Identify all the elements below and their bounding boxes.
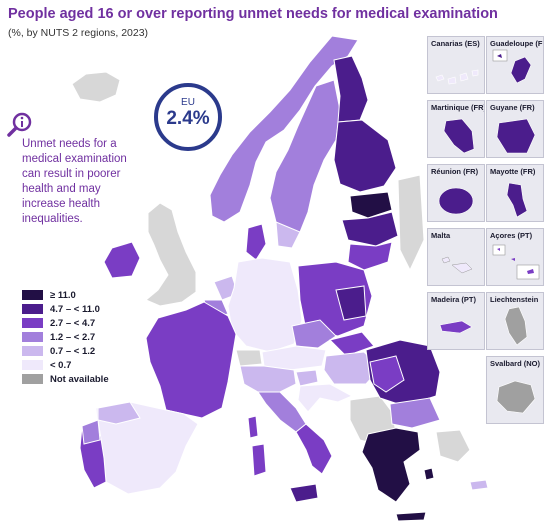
france-region <box>145 301 237 419</box>
legend-item: < 0.7 <box>22 359 109 371</box>
latvia-region <box>341 211 399 247</box>
bulgaria-region <box>389 397 441 429</box>
lithuania-region <box>347 241 393 271</box>
inset-map <box>492 49 532 84</box>
sweden-south-region <box>275 221 301 249</box>
spain-north-region <box>97 401 141 425</box>
iceland-region <box>71 71 121 103</box>
legend-label: 4.7 – < 11.0 <box>50 303 100 315</box>
legend-label: 0.7 – < 1.2 <box>50 345 96 357</box>
magnifier-info-icon <box>7 112 32 137</box>
inset-map <box>438 187 474 215</box>
italy-north-region <box>239 365 297 393</box>
czechia-region <box>291 319 337 349</box>
united-kingdom-region <box>145 202 197 307</box>
inset-label: Madeira (PT) <box>431 295 477 304</box>
norway-region <box>209 35 359 223</box>
eu-average-badge: EU 2.4% <box>154 83 222 151</box>
legend-item: 4.7 – < 11.0 <box>22 303 109 315</box>
inset-map <box>496 380 536 414</box>
sardinia-region <box>251 443 267 477</box>
legend-item: 1.2 – < 2.7 <box>22 331 109 343</box>
turkey-region <box>435 429 471 463</box>
inset-map <box>443 118 475 154</box>
inset-label: Réunion (FR) <box>431 167 479 176</box>
inset-canarias: Canarias (ES) <box>427 36 485 94</box>
inset-label: Malta <box>431 231 451 240</box>
inset-label: Martinique (FR) <box>431 103 485 112</box>
finland-south-region <box>333 119 397 193</box>
inset-map <box>439 320 473 334</box>
aegean-islands-region <box>423 467 435 481</box>
legend-label: ≥ 11.0 <box>50 289 76 301</box>
inset-acores: Açores (PT) <box>486 228 544 286</box>
inset-mayotte: Mayotte (FR) <box>486 164 544 222</box>
legend-swatch <box>22 346 43 356</box>
eu-badge-value: 2.4% <box>166 108 210 129</box>
inset-map <box>435 69 479 85</box>
hungary-region <box>323 351 381 385</box>
inset-map <box>441 256 473 274</box>
legend-item: ≥ 11.0 <box>22 289 109 301</box>
inset-label: Canarias (ES) <box>431 39 480 48</box>
legend-swatch <box>22 318 43 328</box>
cyprus-region <box>469 479 489 491</box>
inset-svalbard: Svalbard (NO) <box>486 356 544 424</box>
italy-south-region <box>295 423 333 475</box>
inset-label: Guadeloupe (FR) <box>490 39 543 48</box>
poland-east-region <box>335 285 367 321</box>
map-title: People aged 16 or over reporting unmet n… <box>8 6 498 22</box>
crete-region <box>395 511 427 522</box>
inset-map <box>492 244 540 280</box>
inset-label: Liechtenstein <box>490 295 539 304</box>
inset-reunion: Réunion (FR) <box>427 164 485 222</box>
legend-label: 2.7 – < 4.7 <box>50 317 96 329</box>
legend-item: Not available <box>22 373 109 385</box>
inset-guadeloupe: Guadeloupe (FR) <box>486 36 544 94</box>
slovenia-region <box>295 369 319 387</box>
denmark-region <box>245 223 267 261</box>
sicily-region <box>289 483 319 503</box>
map-subtitle: (%, by NUTS 2 regions, 2023) <box>8 27 149 39</box>
ireland-region <box>103 241 141 279</box>
info-note: Unmet needs for a medical examination ca… <box>22 138 127 225</box>
eu-badge-label: EU <box>181 97 195 108</box>
switzerland-region <box>235 349 263 367</box>
legend-item: 2.7 – < 4.7 <box>22 317 109 329</box>
inset-label: Açores (PT) <box>490 231 533 240</box>
legend-swatch <box>22 304 43 314</box>
germany-region <box>227 257 303 353</box>
corsica-region <box>247 415 259 439</box>
portugal-north-region <box>81 419 101 445</box>
greece-region <box>361 427 421 503</box>
inset-malta: Malta <box>427 228 485 286</box>
inset-liechtenstein: Liechtenstein <box>486 292 544 350</box>
inset-madeira: Madeira (PT) <box>427 292 485 350</box>
romania-west-region <box>369 355 405 393</box>
map-legend: ≥ 11.0 4.7 – < 11.0 2.7 – < 4.7 1.2 – < … <box>22 289 109 387</box>
legend-label: < 0.7 <box>50 359 72 371</box>
inset-martinique: Martinique (FR) <box>427 100 485 158</box>
legend-item: 0.7 – < 1.2 <box>22 345 109 357</box>
inset-map <box>506 182 528 218</box>
russia-east-region <box>397 174 425 272</box>
legend-label: 1.2 – < 2.7 <box>50 331 96 343</box>
croatia-region <box>297 383 354 413</box>
legend-label: Not available <box>50 373 109 385</box>
slovakia-region <box>329 331 375 357</box>
legend-swatch <box>22 332 43 342</box>
inset-guyane: Guyane (FR) <box>486 100 544 158</box>
inset-label: Mayotte (FR) <box>490 167 536 176</box>
inset-map <box>504 306 528 346</box>
inset-label: Svalbard (NO) <box>490 359 541 368</box>
inset-map <box>496 118 536 154</box>
legend-swatch <box>22 290 43 300</box>
legend-swatch <box>22 374 43 384</box>
finland-north-region <box>333 55 369 123</box>
inset-label: Guyane (FR) <box>490 103 535 112</box>
legend-swatch <box>22 360 43 370</box>
estonia-region <box>349 191 393 219</box>
